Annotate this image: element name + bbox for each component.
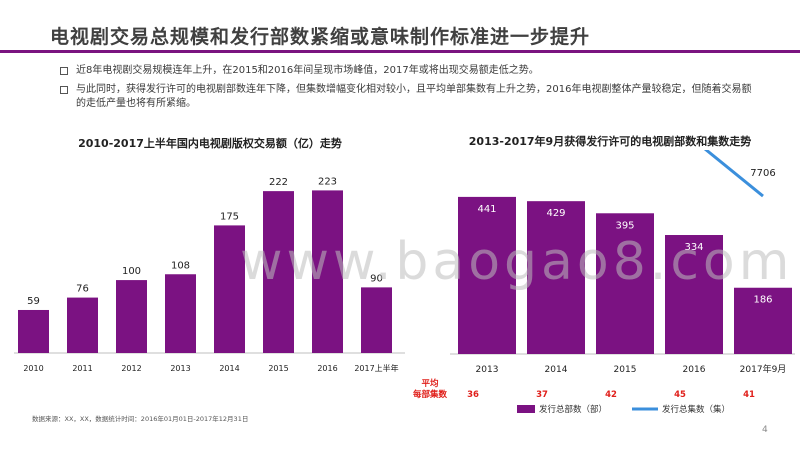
data-source-note: 数据来源：XX，XX，数据统计时间：2016年01月01日-2017年12月31… (32, 415, 249, 423)
x-tick-label: 2016 (317, 364, 337, 373)
avg-episodes-label: 平均 (421, 378, 439, 389)
bullet-list: 近8年电视剧交易规模连年上升，在2015和2016年间呈现市场峰值，2017年或… (60, 64, 760, 116)
bar-value-label: 334 (684, 242, 703, 253)
bar (312, 190, 343, 353)
x-tick-label: 2015 (268, 364, 288, 373)
bar (596, 213, 654, 354)
bar (734, 287, 792, 354)
page-number: 4 (762, 425, 768, 435)
bar-value-label: 100 (122, 266, 141, 277)
bullet-text: 与此同时，获得发行许可的电视剧部数连年下降，但集数增幅变化相对较小，且平均单部集… (76, 84, 752, 109)
bar-value-label: 429 (546, 208, 565, 219)
bar (165, 274, 196, 353)
x-tick-label: 2014 (545, 365, 568, 375)
bar (458, 196, 516, 354)
avg-episodes-label: 每部集数 (413, 389, 448, 400)
square-bullet-icon (60, 67, 68, 75)
legend-label: 发行总集数（集） (662, 404, 730, 415)
bar-value-label: 76 (76, 284, 89, 295)
bullet-text: 近8年电视剧交易规模连年上升，在2015和2016年间呈现市场峰值，2017年或… (76, 65, 539, 76)
bar-value-label: 108 (171, 260, 190, 271)
square-bullet-icon (60, 86, 68, 94)
bar (67, 297, 98, 353)
bar-value-label: 175 (220, 211, 239, 222)
series-line-episodes (703, 150, 764, 198)
left-bar-chart: 59 2010 76 2011 100 2012 108 2013 175 2014 222 2015… (14, 176, 405, 373)
bullet-item: 近8年电视剧交易规模连年上升，在2015和2016年间呈现市场峰值，2017年或… (60, 64, 760, 78)
avg-episodes-value: 41 (743, 390, 755, 400)
x-tick-label: 2017年9月 (740, 363, 787, 375)
x-tick-label: 2010 (23, 364, 43, 373)
bar (116, 280, 147, 353)
avg-episodes-value: 42 (605, 390, 617, 400)
avg-episodes-value: 37 (536, 390, 548, 400)
right-combo-chart: 441 2013 36 429 2014 37 395 2015 42 334 2016 45 186 2… (413, 150, 795, 415)
page-title: 电视剧交易总规模和发行部数紧缩或意味制作标准进一步提升 (50, 26, 591, 48)
bar-value-label: 90 (370, 273, 383, 284)
bullet-item: 与此同时，获得发行许可的电视剧部数连年下降，但集数增幅变化相对较小，且平均单部集… (60, 83, 760, 111)
bar-value-label: 59 (27, 296, 40, 307)
legend-label: 发行总部数（部） (539, 404, 607, 415)
bar (214, 225, 245, 353)
avg-episodes-value: 36 (467, 390, 479, 400)
x-tick-label: 2015 (614, 365, 637, 375)
x-tick-label: 2011 (72, 364, 92, 373)
x-tick-label: 2012 (121, 364, 141, 373)
bar-value-label: 395 (615, 220, 634, 231)
legend-swatch-bars (517, 405, 535, 413)
avg-episodes-value: 45 (674, 390, 686, 400)
left-chart-title: 2010-2017上半年国内电视剧版权交易额（亿）走势 (78, 137, 342, 150)
bar-value-label: 222 (269, 177, 288, 188)
bar-value-label: 186 (753, 295, 772, 306)
bar (263, 191, 294, 353)
bar (18, 309, 49, 353)
x-tick-label: 2016 (683, 365, 706, 375)
x-tick-label: 2013 (476, 365, 499, 375)
bar-value-label: 223 (318, 176, 337, 187)
x-tick-label: 2017上半年 (354, 363, 398, 373)
x-tick-label: 2014 (219, 364, 239, 373)
bar (361, 287, 392, 353)
line-value-label: 7706 (750, 168, 775, 179)
bar (527, 201, 585, 354)
right-chart-title: 2013-2017年9月获得发行许可的电视剧部数和集数走势 (468, 135, 752, 148)
bar (665, 235, 723, 354)
title-divider (0, 50, 800, 53)
x-tick-label: 2013 (170, 364, 190, 373)
bar-value-label: 441 (477, 204, 496, 215)
